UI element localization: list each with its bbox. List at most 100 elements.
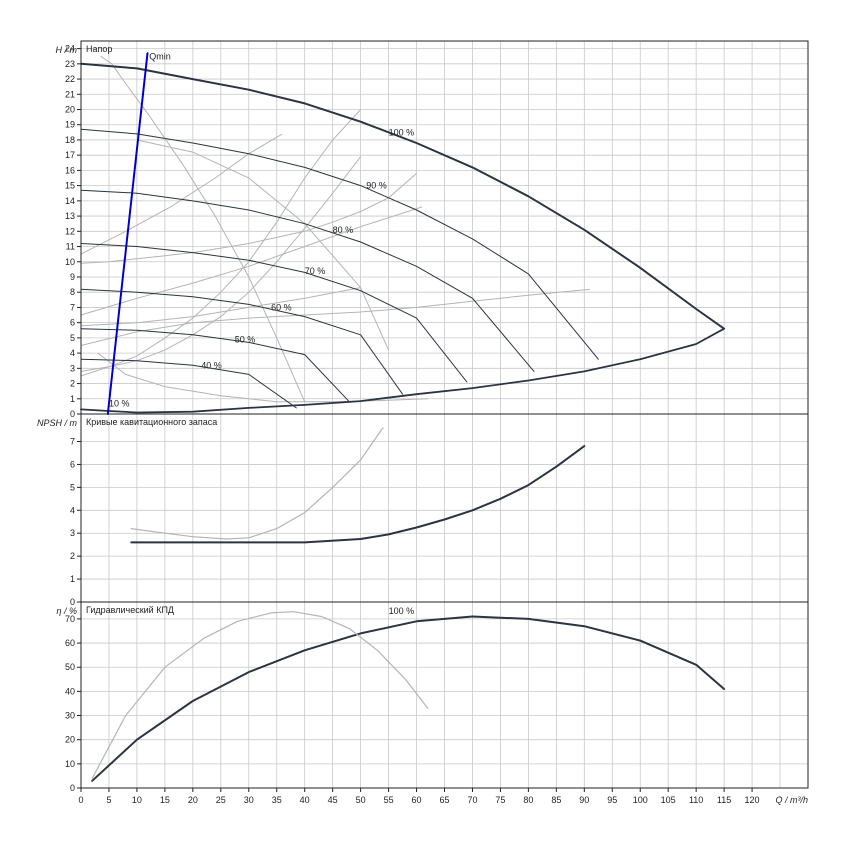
npsh-y-axis-label: NPSH / m bbox=[37, 418, 78, 428]
x-tick-label-20: 100 bbox=[633, 795, 648, 805]
head-ytick-label-11: 11 bbox=[66, 242, 75, 252]
head-ytick-label-1: 1 bbox=[70, 394, 75, 404]
head-background-curve-0 bbox=[100, 55, 306, 403]
x-tick-label-3: 15 bbox=[160, 795, 170, 805]
x-tick-label-4: 20 bbox=[188, 795, 198, 805]
head-ytick-label-7: 7 bbox=[70, 302, 75, 312]
head-background-curve-7 bbox=[80, 287, 361, 327]
head-ytick-label-13: 13 bbox=[65, 211, 75, 221]
head-curve-label-5: 50 % bbox=[235, 334, 256, 344]
x-tick-label-21: 105 bbox=[661, 795, 676, 805]
efficiency-ytick-label-4: 40 bbox=[65, 686, 75, 696]
x-tick-label-1: 5 bbox=[106, 795, 111, 805]
head-ytick-label-5: 5 bbox=[70, 333, 75, 343]
head-background-curve-3 bbox=[80, 109, 361, 377]
head-ytick-label-6: 6 bbox=[70, 318, 75, 328]
npsh-ytick-label-1: 1 bbox=[70, 574, 75, 584]
head-series-40--6 bbox=[80, 358, 297, 409]
head-background-curve-2 bbox=[80, 156, 361, 372]
x-tick-label-22: 110 bbox=[689, 795, 703, 805]
head-series-min-curve-7 bbox=[80, 327, 725, 414]
npsh-ytick-label-3: 3 bbox=[70, 528, 75, 538]
x-tick-label-17: 85 bbox=[551, 795, 561, 805]
head-series-70--3 bbox=[80, 243, 468, 383]
x-tick-label-18: 90 bbox=[579, 795, 589, 805]
efficiency-ytick-label-3: 30 bbox=[65, 711, 75, 721]
head-curve-label-6: 40 % bbox=[201, 360, 222, 370]
head-series-80--2 bbox=[80, 189, 535, 372]
x-tick-label-16: 80 bbox=[523, 795, 533, 805]
head-panel-title: Напор bbox=[86, 44, 112, 54]
head-background-curve-4 bbox=[80, 206, 423, 316]
efficiency-ytick-label-0: 0 bbox=[70, 783, 75, 793]
x-tick-label-13: 65 bbox=[439, 795, 449, 805]
x-tick-label-11: 55 bbox=[384, 795, 394, 805]
plot-frame bbox=[80, 40, 809, 789]
head-y-axis-label: H / m bbox=[56, 45, 78, 55]
x-tick-label-0: 0 bbox=[78, 795, 83, 805]
head-ytick-label-2: 2 bbox=[70, 379, 75, 389]
efficiency-curve-label-0: 100 % bbox=[389, 606, 415, 616]
efficiency-series-efficiency-background-1 bbox=[91, 611, 429, 779]
head-ytick-label-9: 9 bbox=[70, 272, 75, 282]
npsh-ytick-label-6: 6 bbox=[70, 459, 75, 469]
head-ytick-label-23: 23 bbox=[65, 59, 75, 69]
head-series-90--1 bbox=[80, 128, 599, 360]
head-ytick-label-16: 16 bbox=[65, 165, 75, 175]
head-curve-label-7: 10 % bbox=[109, 398, 130, 408]
npsh-ytick-label-7: 7 bbox=[70, 437, 75, 447]
head-background-curve-6 bbox=[80, 133, 283, 255]
x-tick-label-2: 10 bbox=[132, 795, 142, 805]
head-curve-label-0: 100 % bbox=[389, 127, 415, 137]
efficiency-ytick-label-7: 70 bbox=[65, 614, 75, 624]
x-axis-label: Q / m³/h bbox=[775, 795, 808, 805]
head-ytick-label-20: 20 bbox=[65, 105, 75, 115]
head-series-60--4 bbox=[80, 288, 404, 395]
head-ytick-label-3: 3 bbox=[70, 363, 75, 373]
x-tick-label-8: 40 bbox=[300, 795, 310, 805]
efficiency-series-100--0 bbox=[91, 615, 726, 782]
head-curve-label-1: 90 % bbox=[366, 181, 387, 191]
efficiency-ytick-label-2: 20 bbox=[65, 735, 75, 745]
x-tick-label-12: 60 bbox=[412, 795, 422, 805]
head-ytick-label-19: 19 bbox=[65, 120, 75, 130]
head-curve-label-2: 80 % bbox=[333, 225, 354, 235]
efficiency-y-axis-label: η / % bbox=[56, 606, 77, 616]
npsh-ytick-label-0: 0 bbox=[70, 597, 75, 607]
head-ytick-label-17: 17 bbox=[65, 150, 75, 160]
head-series-100--0 bbox=[80, 62, 726, 330]
head-background-curve-9 bbox=[97, 352, 428, 403]
x-tick-label-10: 50 bbox=[356, 795, 366, 805]
npsh-ytick-label-5: 5 bbox=[70, 482, 75, 492]
npsh-ytick-label-4: 4 bbox=[70, 505, 75, 515]
head-ytick-label-0: 0 bbox=[70, 409, 75, 419]
head-ytick-label-22: 22 bbox=[65, 74, 75, 84]
x-tick-label-23: 115 bbox=[717, 795, 731, 805]
x-tick-label-9: 45 bbox=[328, 795, 338, 805]
efficiency-ytick-label-5: 50 bbox=[65, 662, 75, 672]
efficiency-ytick-label-1: 10 bbox=[65, 759, 75, 769]
x-tick-label-14: 70 bbox=[467, 795, 477, 805]
npsh-ytick-label-2: 2 bbox=[70, 551, 75, 561]
head-series-50--5 bbox=[80, 328, 350, 403]
head-ytick-label-14: 14 bbox=[65, 196, 75, 206]
head-ytick-label-24: 24 bbox=[65, 44, 75, 54]
npsh-panel-title: Кривые кавитационного запаса bbox=[86, 417, 217, 427]
head-curve-label-3: 70 % bbox=[305, 266, 326, 276]
head-background-curve-1 bbox=[80, 288, 590, 346]
npsh-series-npsh-background-1 bbox=[130, 427, 384, 540]
x-tick-label-6: 30 bbox=[244, 795, 254, 805]
head-ytick-label-18: 18 bbox=[65, 135, 75, 145]
head-ytick-label-4: 4 bbox=[70, 348, 75, 358]
head-ytick-label-8: 8 bbox=[70, 287, 75, 297]
head-background-curve-8 bbox=[136, 139, 390, 351]
x-tick-label-5: 25 bbox=[216, 795, 226, 805]
head-ytick-label-15: 15 bbox=[65, 181, 75, 191]
efficiency-ytick-label-6: 60 bbox=[65, 638, 75, 648]
efficiency-panel-title: Гидравлический КПД bbox=[86, 605, 174, 615]
head-curve-label-4: 60 % bbox=[271, 302, 292, 312]
head-ytick-label-21: 21 bbox=[65, 89, 75, 99]
npsh-series-npsh-0 bbox=[130, 445, 586, 544]
